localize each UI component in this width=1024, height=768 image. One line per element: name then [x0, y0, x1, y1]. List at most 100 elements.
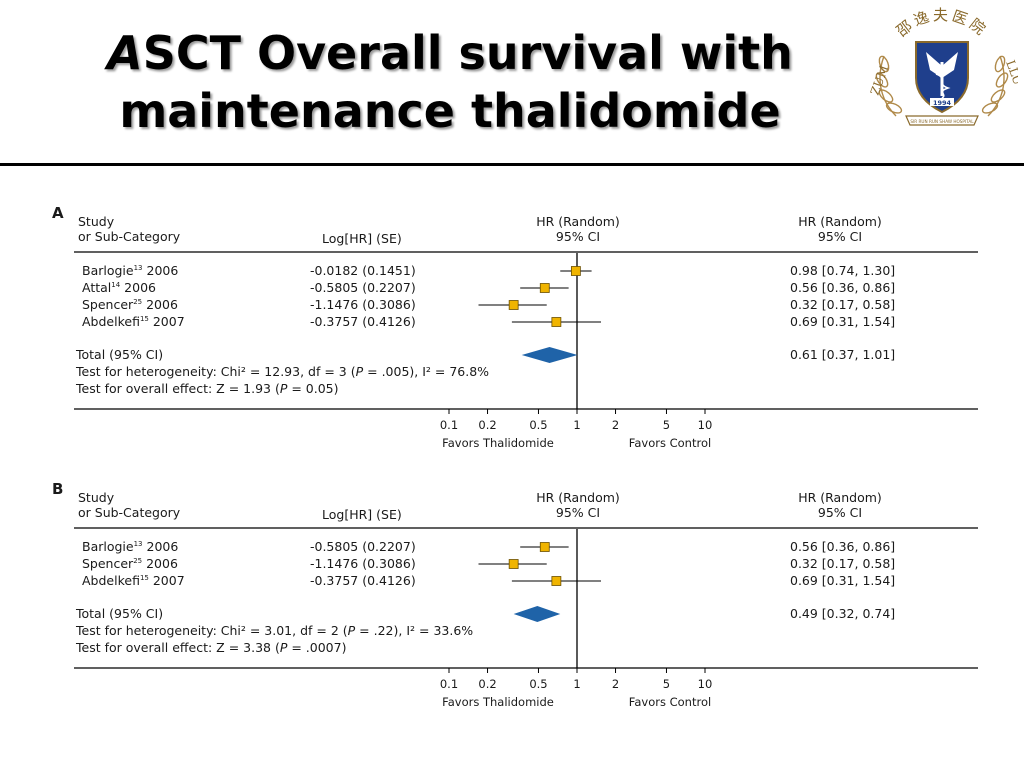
title-divider — [0, 163, 1024, 166]
study-loghr: -0.0182 (0.1451) — [310, 263, 416, 278]
slide-title-line-2: maintenance thalidomide — [119, 84, 781, 138]
study-year: 2006 — [143, 263, 179, 278]
slide-title: ASCT Overall survival with maintenance t… — [60, 24, 840, 140]
study-name: Barlogie13 2006 — [82, 263, 178, 278]
study-loghr: -1.1476 (0.3086) — [310, 556, 416, 571]
header-hr-plot-ci: 95% CI — [556, 229, 600, 244]
study-ci-text: 0.69 [0.31, 1.54] — [790, 573, 895, 588]
heterogeneity-test-suffix: = .005), I² = 76.8% — [363, 364, 489, 379]
header-study: Study — [78, 490, 115, 505]
study-box — [539, 542, 550, 552]
heterogeneity-test: Test for heterogeneity: Chi² = 12.93, df… — [75, 364, 489, 379]
study-loghr: -0.5805 (0.2207) — [310, 539, 416, 554]
overall-effect-test-prefix: Test for overall effect: Z = 3.38 ( — [75, 640, 280, 655]
study-ref: 15 — [140, 574, 149, 582]
header-subcategory: or Sub-Category — [78, 229, 181, 244]
heterogeneity-test-prefix: Test for heterogeneity: Chi² = 12.93, df… — [75, 364, 356, 379]
study-loghr: -1.1476 (0.3086) — [310, 297, 416, 312]
favors-left-label: Favors Thalidomide — [442, 436, 554, 450]
overall-effect-test: Test for overall effect: Z = 1.93 (P = 0… — [75, 381, 339, 396]
total-ci-text: 0.61 [0.37, 1.01] — [790, 347, 895, 362]
study-ci-text: 0.32 [0.17, 0.58] — [790, 297, 895, 312]
total-label: Total (95% CI) — [75, 606, 163, 621]
slide-title-line-1: ASCT Overall survival with — [60, 24, 840, 82]
study-year: 2006 — [142, 297, 178, 312]
axis-tick-label: 2 — [612, 677, 619, 691]
overall-effect-test-suffix: = 0.05) — [287, 381, 338, 396]
axis-tick-label: 0.2 — [478, 418, 496, 432]
study-name: Abdelkefi15 2007 — [82, 314, 185, 329]
favors-right-label: Favors Control — [629, 695, 711, 709]
overall-effect-test: Test for overall effect: Z = 3.38 (P = .… — [75, 640, 346, 655]
study-ref: 25 — [133, 298, 142, 306]
heterogeneity-test: Test for heterogeneity: Chi² = 3.01, df … — [75, 623, 473, 638]
total-diamond — [521, 347, 578, 363]
axis-tick-label: 1 — [573, 418, 580, 432]
study-year: 2006 — [120, 280, 156, 295]
study-ref: 25 — [133, 557, 142, 565]
header-loghr: Log[HR] (SE) — [322, 507, 402, 522]
study-name: Spencer25 2006 — [82, 297, 178, 312]
study-loghr: -0.5805 (0.2207) — [310, 280, 416, 295]
axis-tick-label: 0.1 — [440, 418, 458, 432]
study-box — [551, 317, 562, 327]
study-name: Abdelkefi15 2007 — [82, 573, 185, 588]
header-hr-plot-ci: 95% CI — [556, 505, 600, 520]
study-year: 2006 — [142, 556, 178, 571]
header-subcategory: or Sub-Category — [78, 505, 181, 520]
header-hr-text: HR (Random) — [798, 214, 882, 229]
study-year: 2007 — [149, 573, 185, 588]
logo-banner: SIR RUN RUN SHAW HOSPITAL — [905, 115, 979, 126]
study-ci-text: 0.98 [0.74, 1.30] — [790, 263, 895, 278]
study-loghr: -0.3757 (0.4126) — [310, 314, 416, 329]
study-ci-text: 0.56 [0.36, 0.86] — [790, 280, 895, 295]
favors-right-label: Favors Control — [629, 436, 711, 450]
axis-tick-label: 0.5 — [529, 677, 547, 691]
axis-tick-label: 5 — [663, 418, 670, 432]
study-ci-text: 0.32 [0.17, 0.58] — [790, 556, 895, 571]
heterogeneity-test-p: P — [356, 364, 364, 379]
study-ci-text: 0.69 [0.31, 1.54] — [790, 314, 895, 329]
logo-year: 1994 — [933, 99, 952, 107]
study-box — [539, 283, 550, 293]
laurel-right-icon — [981, 55, 1009, 117]
heterogeneity-test-suffix: = .22), I² = 33.6% — [355, 623, 473, 638]
study-name: Attal14 2006 — [82, 280, 156, 295]
heterogeneity-test-p: P — [348, 623, 356, 638]
header-hr-plot: HR (Random) — [536, 490, 620, 505]
overall-effect-test-p: P — [280, 640, 288, 655]
study-year: 2007 — [149, 314, 185, 329]
axis-tick-label: 0.5 — [529, 418, 547, 432]
slide-title-line-1-text: SCT Overall survival with — [142, 26, 793, 80]
study-box — [508, 559, 519, 569]
axis-tick-label: 10 — [698, 677, 713, 691]
heterogeneity-test-prefix: Test for heterogeneity: Chi² = 3.01, df … — [75, 623, 348, 638]
axis-tick-label: 10 — [698, 418, 713, 432]
overall-effect-test-suffix: = .0007) — [287, 640, 346, 655]
axis-tick-label: 0.2 — [478, 677, 496, 691]
slide-title-initial: A — [107, 26, 143, 80]
header-hr-text: HR (Random) — [798, 490, 882, 505]
panel-label: A — [52, 204, 64, 222]
laurel-left-icon — [875, 55, 903, 117]
study-box — [570, 266, 581, 276]
study-ref: 13 — [134, 540, 143, 548]
axis-tick-label: 0.1 — [440, 677, 458, 691]
axis-tick-label: 5 — [663, 677, 670, 691]
study-box — [508, 300, 519, 310]
header-hr-plot: HR (Random) — [536, 214, 620, 229]
study-ci-text: 0.56 [0.36, 0.86] — [790, 539, 895, 554]
study-name: Spencer25 2006 — [82, 556, 178, 571]
total-diamond — [513, 606, 561, 622]
study-name: Barlogie13 2006 — [82, 539, 178, 554]
header-hr-text-ci: 95% CI — [818, 229, 862, 244]
hospital-logo: 邵逸夫医院 ZUM LLU 1994 SIR RUN RUN SHAW HOSP… — [868, 6, 1018, 126]
total-ci-text: 0.49 [0.32, 0.74] — [790, 606, 895, 621]
study-ref: 14 — [111, 281, 120, 289]
logo-banner-text: SIR RUN RUN SHAW HOSPITAL — [910, 119, 974, 124]
study-box — [551, 576, 562, 586]
study-year: 2006 — [143, 539, 179, 554]
study-ref: 15 — [140, 315, 149, 323]
